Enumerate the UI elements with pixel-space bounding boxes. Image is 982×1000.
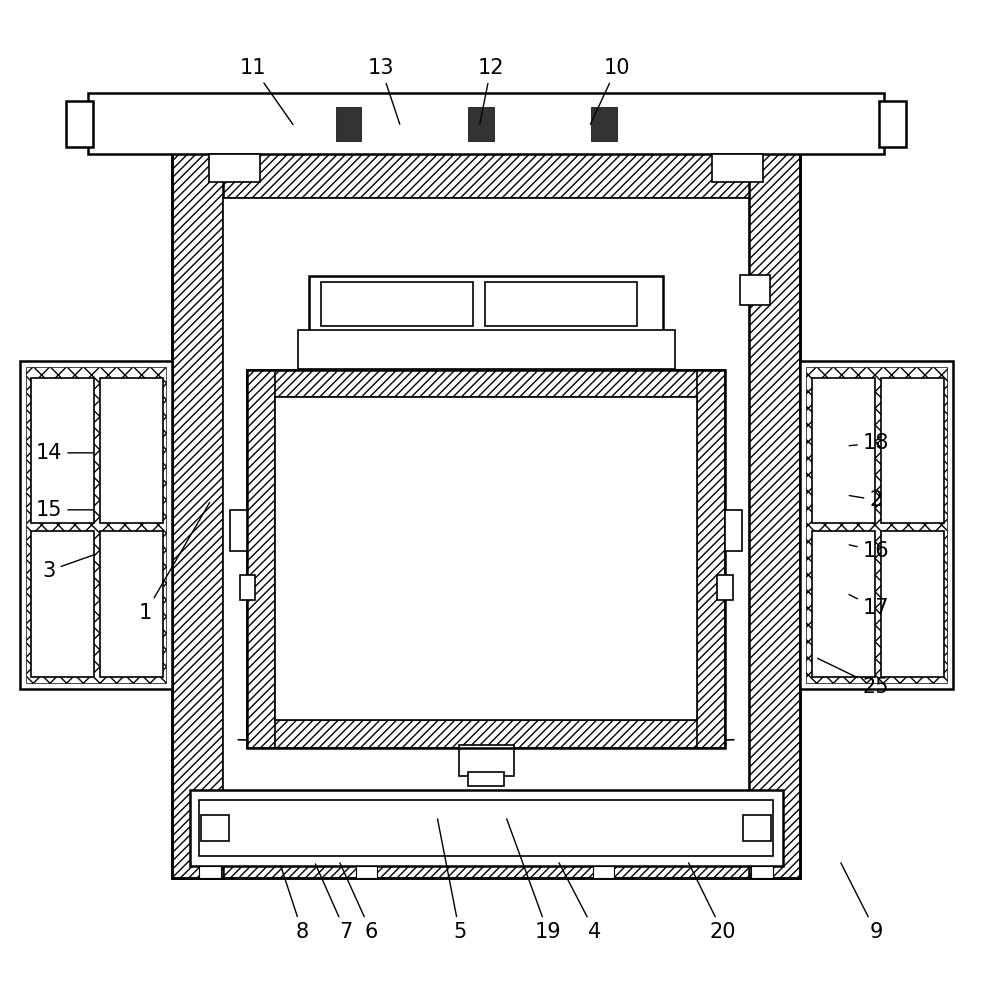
Text: 7: 7 bbox=[315, 864, 353, 942]
Text: 4: 4 bbox=[559, 863, 602, 942]
Text: 5: 5 bbox=[438, 819, 466, 942]
Bar bbox=[740, 275, 770, 305]
Bar bbox=[240, 575, 255, 600]
Bar bbox=[751, 866, 773, 878]
Bar bbox=[201, 815, 229, 841]
Bar bbox=[336, 107, 361, 141]
Bar bbox=[172, 146, 800, 198]
Bar bbox=[881, 378, 944, 523]
Bar bbox=[321, 282, 473, 326]
Bar bbox=[800, 361, 953, 689]
Bar bbox=[20, 361, 172, 689]
Bar bbox=[712, 154, 763, 182]
Bar bbox=[749, 146, 800, 878]
Bar bbox=[66, 101, 93, 147]
Bar bbox=[172, 827, 800, 878]
Bar bbox=[26, 367, 166, 683]
Bar bbox=[172, 146, 800, 878]
Bar bbox=[725, 510, 742, 551]
Bar bbox=[459, 745, 514, 776]
Bar bbox=[355, 866, 377, 878]
Bar bbox=[812, 378, 875, 523]
Bar bbox=[100, 531, 163, 677]
Bar bbox=[100, 378, 163, 523]
Text: 1: 1 bbox=[138, 502, 210, 623]
Bar bbox=[199, 800, 773, 856]
Text: 25: 25 bbox=[818, 658, 889, 697]
Bar bbox=[309, 276, 663, 332]
Bar bbox=[697, 370, 725, 748]
Text: 15: 15 bbox=[36, 500, 93, 520]
Bar bbox=[275, 397, 697, 720]
Bar bbox=[247, 370, 725, 748]
Text: 13: 13 bbox=[368, 58, 400, 124]
Bar bbox=[247, 370, 275, 748]
Bar bbox=[209, 154, 260, 182]
Bar bbox=[298, 330, 675, 369]
Text: 3: 3 bbox=[42, 555, 93, 581]
Bar bbox=[717, 575, 733, 600]
Text: 17: 17 bbox=[849, 595, 889, 618]
Text: 6: 6 bbox=[340, 863, 378, 942]
Bar bbox=[806, 367, 947, 683]
Bar bbox=[879, 101, 906, 147]
Bar bbox=[743, 815, 771, 841]
Bar bbox=[812, 531, 875, 677]
Bar bbox=[31, 378, 94, 523]
Text: 11: 11 bbox=[241, 58, 293, 125]
Bar bbox=[485, 282, 637, 326]
Text: 16: 16 bbox=[849, 541, 890, 561]
Bar bbox=[230, 510, 247, 551]
Bar bbox=[223, 198, 749, 827]
Bar bbox=[591, 107, 617, 141]
Text: 8: 8 bbox=[281, 866, 309, 942]
Text: 9: 9 bbox=[841, 863, 883, 942]
Bar bbox=[88, 93, 884, 154]
Text: 12: 12 bbox=[478, 58, 504, 124]
Text: 19: 19 bbox=[507, 819, 562, 942]
Text: 20: 20 bbox=[688, 863, 736, 942]
Bar bbox=[593, 866, 615, 878]
Bar bbox=[31, 531, 94, 677]
Bar bbox=[881, 531, 944, 677]
Bar bbox=[172, 146, 223, 878]
Text: 2: 2 bbox=[849, 490, 883, 510]
Bar bbox=[468, 772, 504, 786]
Bar bbox=[247, 720, 725, 748]
Text: 14: 14 bbox=[36, 443, 93, 463]
Bar bbox=[199, 866, 221, 878]
Text: 18: 18 bbox=[849, 433, 889, 453]
Text: 10: 10 bbox=[590, 58, 629, 124]
Bar bbox=[468, 107, 494, 141]
Bar bbox=[190, 790, 783, 866]
Bar bbox=[247, 370, 725, 397]
